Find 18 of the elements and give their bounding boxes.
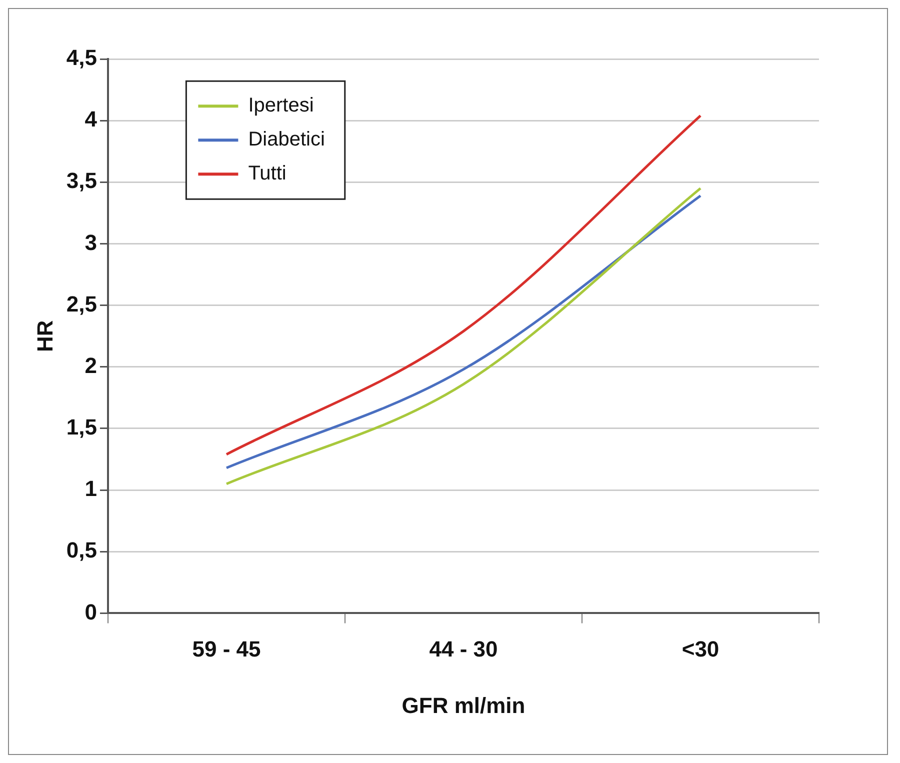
x-tick-label: 44 - 30 [429, 636, 498, 662]
y-axis-title: HR [32, 320, 58, 352]
y-tick-label: 1 [84, 476, 97, 502]
y-tick-label: 0,5 [66, 538, 97, 563]
x-axis-title: GFR ml/min [402, 692, 526, 718]
y-tick-label: 1,5 [66, 414, 97, 440]
y-tick-label: 3 [84, 230, 97, 255]
legend-label: Diabetici [248, 128, 325, 151]
y-tick-label: 3,5 [66, 168, 97, 194]
legend-label: Tutti [248, 162, 286, 185]
y-tick-label: 4 [84, 106, 98, 132]
y-tick-label: 4,5 [66, 45, 97, 70]
x-tick-label: <30 [682, 636, 720, 662]
x-tick-label: 59 - 45 [192, 636, 261, 662]
y-tick-label: 2 [84, 352, 97, 378]
y-tick-label: 0 [84, 599, 97, 624]
legend-label: Ipertesi [248, 94, 314, 117]
y-tick-label: 2,5 [66, 291, 97, 316]
